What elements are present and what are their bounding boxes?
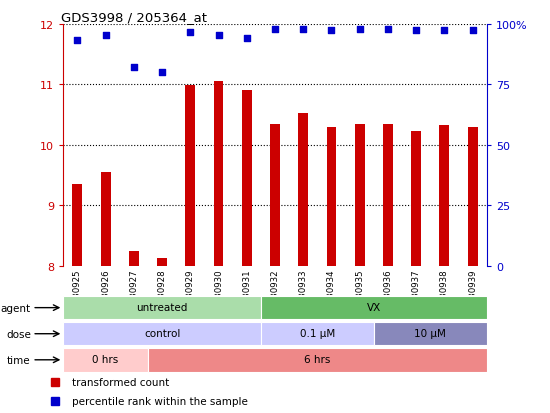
Bar xyxy=(374,322,487,346)
Text: 0 hrs: 0 hrs xyxy=(92,354,119,364)
Bar xyxy=(261,296,487,320)
Bar xyxy=(157,259,167,266)
Text: 10 μM: 10 μM xyxy=(414,328,446,338)
Point xyxy=(299,26,307,33)
Point xyxy=(101,32,110,39)
Bar xyxy=(73,185,82,266)
Point xyxy=(327,28,336,34)
Text: control: control xyxy=(144,328,180,338)
Bar xyxy=(261,322,374,346)
Point xyxy=(355,26,364,33)
Point xyxy=(186,30,195,36)
Bar xyxy=(63,348,148,372)
Point xyxy=(73,37,82,44)
Bar xyxy=(383,124,393,266)
Bar xyxy=(242,91,252,266)
Point xyxy=(271,26,279,33)
Point xyxy=(412,28,421,34)
Text: GDS3998 / 205364_at: GDS3998 / 205364_at xyxy=(61,11,207,24)
Text: percentile rank within the sample: percentile rank within the sample xyxy=(72,396,248,406)
Bar xyxy=(148,348,487,372)
Point xyxy=(383,26,392,33)
Bar xyxy=(63,322,261,346)
Bar xyxy=(468,127,477,266)
Bar xyxy=(298,114,308,266)
Point xyxy=(158,70,167,76)
Bar xyxy=(129,251,139,266)
Text: 6 hrs: 6 hrs xyxy=(304,354,331,364)
Bar xyxy=(355,124,365,266)
Point xyxy=(214,32,223,39)
Point xyxy=(243,36,251,43)
Text: dose: dose xyxy=(6,329,31,339)
Bar xyxy=(439,126,449,266)
Point xyxy=(440,28,449,34)
Text: VX: VX xyxy=(367,302,381,312)
Text: untreated: untreated xyxy=(136,302,188,312)
Bar xyxy=(213,82,223,266)
Point xyxy=(129,65,138,71)
Bar xyxy=(101,173,111,266)
Point xyxy=(468,28,477,34)
Bar xyxy=(63,296,261,320)
Bar xyxy=(411,132,421,266)
Bar xyxy=(327,127,337,266)
Text: transformed count: transformed count xyxy=(72,377,169,387)
Bar xyxy=(270,124,280,266)
Text: 0.1 μM: 0.1 μM xyxy=(300,328,335,338)
Text: time: time xyxy=(7,355,31,365)
Bar xyxy=(185,86,195,266)
Text: agent: agent xyxy=(1,303,31,313)
